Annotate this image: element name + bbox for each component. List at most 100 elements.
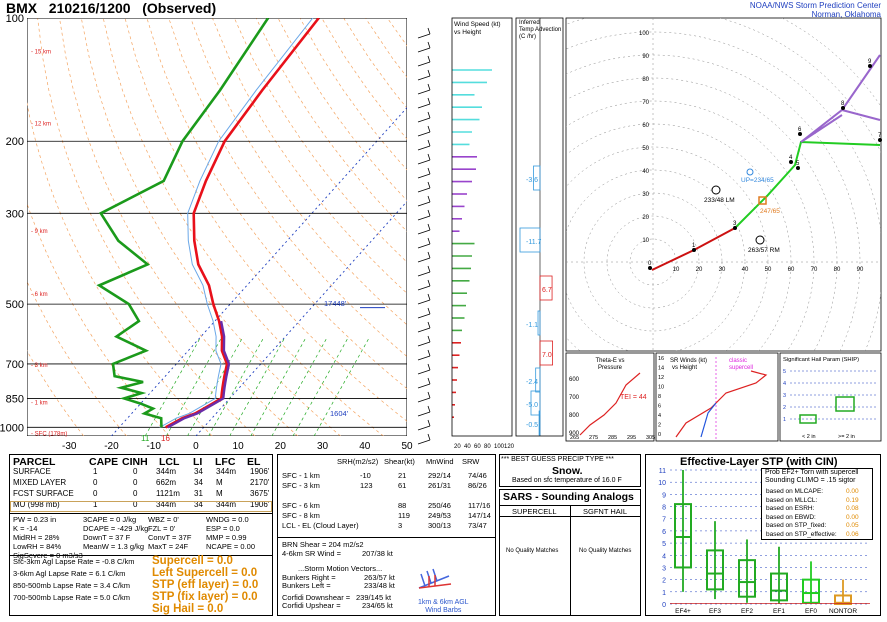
stp-legend-label: based on EBWD:: [766, 513, 816, 521]
wind-barbs-icon: [418, 568, 452, 589]
temp-label: 40: [359, 441, 371, 450]
wind-barb-flag: [427, 111, 431, 119]
height-label: - 3 km: [31, 363, 48, 369]
wind-barb: [417, 257, 431, 263]
stp-category: EF1: [773, 608, 785, 615]
wind-barb-flag: [427, 153, 431, 161]
srwind-y-label: 14: [658, 366, 664, 372]
hodo-km-dot: [878, 138, 882, 142]
org-line-1: NOAA/NWS Storm Prediction Center: [749, 1, 881, 10]
index-value: NCAPE = 0.00: [206, 542, 255, 551]
hodo-ring-label: 50: [642, 146, 649, 152]
parcel-cell: 0: [133, 489, 138, 498]
wind-barb: [417, 173, 431, 179]
mixing-ratio-line: [271, 336, 328, 436]
wind-barb-flag: [427, 279, 431, 287]
wind-barb: [417, 397, 431, 403]
composite-param: STP (fix layer) = 0.0: [152, 591, 258, 603]
analogs-hail-value: No Quality Matches: [579, 548, 632, 554]
storm-mean-label: 247/65: [760, 208, 780, 215]
srwind-y-label: 8: [658, 394, 661, 400]
kin-col-shear: Shear(kt): [384, 457, 415, 466]
storm-lm-label: 233/48 LM: [704, 197, 735, 204]
stp-y-label: 9: [662, 492, 666, 499]
wind-barb: [417, 271, 431, 277]
wind-barb-flag: [427, 391, 431, 399]
ship-panel-frame: [779, 352, 882, 442]
srwind-4-6-value: 207/38 kt: [362, 549, 393, 558]
index-value: WNDG = 0.0: [206, 515, 249, 524]
wind-x-label: 40: [464, 444, 471, 450]
kinematics-cell: 3: [398, 521, 403, 530]
kinematics-cell: 88: [398, 501, 407, 510]
theta-title-2: Pressure: [598, 365, 623, 371]
hodo-x-label: 80: [834, 267, 841, 273]
parcel-cell: M: [216, 478, 223, 487]
hodo-x-label: 60: [788, 267, 795, 273]
pressure-label: 100: [6, 13, 24, 25]
kinematics-cell: 73/47: [468, 521, 487, 530]
analogs-supercell-value: No Quality Matches: [506, 548, 559, 554]
srwind-mark-classic: classic: [729, 358, 747, 364]
parcel-col-name: PARCEL: [13, 456, 56, 468]
stp-legend-value: 0.06: [846, 530, 859, 538]
corfidi-upshear-value: 234/65 kt: [362, 601, 393, 610]
hodo-x-label: 20: [696, 267, 703, 273]
surface-temp-marker: 16: [161, 434, 170, 443]
kinematics-cell: 261/31: [428, 481, 451, 490]
bunkers-right-value: 263/57 kt: [364, 573, 395, 582]
wind-barb-flag: [427, 307, 431, 315]
tadv-bar: [538, 410, 541, 436]
wind-barb: [417, 145, 431, 151]
precip-type-panel: [499, 454, 641, 487]
composite-param: STP (eff layer) = 0.0: [152, 579, 259, 591]
parcel-cell: 34: [194, 500, 203, 509]
brn-shear: BRN Shear = 204 m2/s2: [282, 540, 364, 549]
ship-x-label: < 2 in: [802, 434, 816, 440]
pressure-label: 850: [6, 393, 24, 405]
stp-legend-label: based on MLCAPE:: [766, 488, 824, 495]
wind-barb: [417, 131, 431, 137]
wind-barb-flag: [427, 363, 431, 371]
stp-y-label: 11: [659, 468, 666, 475]
parcel-col-li: LI: [193, 456, 203, 468]
mixing-ratio-line: [208, 336, 265, 436]
kinematics-cell: 74/46: [468, 471, 487, 480]
theta-panel-frame: [565, 352, 655, 442]
barbs-caption-2: Wind Barbs: [425, 607, 462, 614]
skewt-frame: [27, 18, 407, 436]
index-value: ConvT = 37F: [148, 533, 192, 542]
wind-barb: [417, 313, 431, 319]
stp-legend-value: 0.05: [846, 522, 859, 529]
corfidi-downshear: Corfidi Downshear =: [282, 593, 351, 602]
hodo-ring-label: 90: [642, 54, 649, 60]
pressure-label: 1000: [0, 422, 24, 434]
ship-x-label: >= 2 in: [838, 434, 855, 440]
wind-barb: [417, 369, 431, 375]
parcel-cell: 0: [93, 478, 98, 487]
temp-label: 20: [275, 441, 287, 450]
stp-category: EF2: [741, 608, 753, 615]
hodo-km-label: 8: [841, 101, 845, 107]
wind-barb: [417, 229, 431, 235]
parcel-col-lcl: LCL: [159, 456, 180, 468]
kinematics-cell: 123: [360, 481, 373, 490]
wind-barb: [417, 61, 431, 67]
parcel-cell: 344m: [156, 500, 177, 509]
tei-label: TEI = 44: [620, 394, 647, 401]
hodo-ring: [606, 215, 700, 309]
stp-y-label: 0: [662, 602, 666, 609]
dry-adiabat: [27, 101, 213, 436]
kinematics-cell: 250/46: [428, 501, 451, 510]
wind-barb-flag: [427, 41, 431, 49]
mixing-ratio-line: [292, 336, 350, 436]
composite-param: Sig Hail = 0.0: [152, 603, 224, 615]
hodo-ring: [566, 169, 746, 351]
hodo-ring-label: 20: [642, 215, 649, 221]
sounding-datetime: 210216/1200: [48, 0, 131, 16]
srwind-title-2: vs Height: [672, 365, 697, 371]
kinematics-cell: SFC - 6 km: [282, 501, 320, 510]
station-id: BMX: [6, 0, 38, 16]
stp-legend-value: 0.00: [846, 513, 859, 521]
ship-y-label: 1: [783, 417, 786, 423]
